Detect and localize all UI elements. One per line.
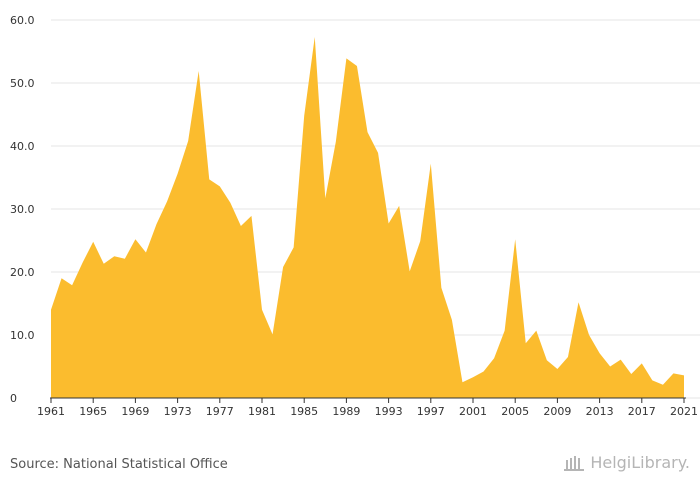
area-chart: 1961 1965 1969 1973 1977 1981 1985 1989 1993 1997… <box>10 14 700 418</box>
data-point[interactable] <box>577 300 581 304</box>
x-tick-label: 1961 <box>37 405 65 418</box>
x-tick-label: 1985 <box>290 405 318 418</box>
y-tick-label: 40.0 <box>10 140 35 153</box>
data-point[interactable] <box>91 240 95 244</box>
data-point[interactable] <box>334 140 338 144</box>
x-tick-label: 1977 <box>206 405 234 418</box>
x-tick-label: 1997 <box>417 405 445 418</box>
data-point[interactable] <box>661 383 665 387</box>
data-point[interactable] <box>281 265 285 269</box>
data-point[interactable] <box>460 380 464 384</box>
x-tick-label: 2009 <box>543 405 571 418</box>
data-point[interactable] <box>292 245 296 249</box>
data-point[interactable] <box>671 371 675 375</box>
data-point[interactable] <box>49 308 53 312</box>
x-tick-label: 1993 <box>375 405 403 418</box>
data-point[interactable] <box>629 372 633 376</box>
data-point[interactable] <box>450 318 454 322</box>
x-tick-label: 2021 <box>670 405 698 418</box>
data-point[interactable] <box>545 358 549 362</box>
data-point[interactable] <box>598 351 602 355</box>
data-point[interactable] <box>218 184 222 188</box>
footer: Source: National Statistical Office Helg… <box>0 449 700 483</box>
y-tick-label: 50.0 <box>10 77 35 90</box>
data-point[interactable] <box>682 373 686 377</box>
y-tick-label: 10.0 <box>10 329 35 342</box>
data-point[interactable] <box>197 69 201 73</box>
data-point[interactable] <box>228 201 232 205</box>
y-tick-label: 20.0 <box>10 266 35 279</box>
data-point[interactable] <box>534 329 538 333</box>
data-point[interactable] <box>439 286 443 290</box>
x-tick-label: 1973 <box>164 405 192 418</box>
x-axis: 1961 1965 1969 1973 1977 1981 1985 1989 1993 1997… <box>37 397 698 418</box>
data-point[interactable] <box>271 332 275 336</box>
data-point[interactable] <box>176 172 180 176</box>
data-point[interactable] <box>133 237 137 241</box>
data-point[interactable] <box>408 269 412 273</box>
data-point[interactable] <box>249 214 253 218</box>
data-point[interactable] <box>313 35 317 39</box>
data-point[interactable] <box>640 361 644 365</box>
data-point[interactable] <box>429 162 433 166</box>
area-fill <box>51 37 684 398</box>
data-point[interactable] <box>587 333 591 337</box>
y-tick-label: 60.0 <box>10 14 35 27</box>
data-point[interactable] <box>619 358 623 362</box>
data-point[interactable] <box>387 221 391 225</box>
x-tick-label: 1969 <box>121 405 149 418</box>
x-tick-label: 2005 <box>501 405 529 418</box>
data-point[interactable] <box>503 329 507 333</box>
data-point[interactable] <box>207 177 211 181</box>
data-point[interactable] <box>376 151 380 155</box>
data-point[interactable] <box>492 356 496 360</box>
y-axis: 0 10.0 20.0 30.0 40.0 50.0 60.0 <box>10 14 35 405</box>
data-point[interactable] <box>239 224 243 228</box>
data-point[interactable] <box>566 355 570 359</box>
data-point[interactable] <box>70 283 74 287</box>
data-point[interactable] <box>482 370 486 374</box>
x-tick-label: 2017 <box>628 405 656 418</box>
data-point[interactable] <box>323 196 327 200</box>
x-tick-label: 1965 <box>79 405 107 418</box>
data-point[interactable] <box>81 261 85 265</box>
data-point[interactable] <box>608 365 612 369</box>
data-point[interactable] <box>260 308 264 312</box>
data-point[interactable] <box>165 199 169 203</box>
data-point[interactable] <box>418 239 422 243</box>
data-point[interactable] <box>144 250 148 254</box>
data-point[interactable] <box>397 204 401 208</box>
area-series <box>49 35 686 398</box>
y-tick-label: 30.0 <box>10 203 35 216</box>
helgi-library-logo[interactable]: HelgiLibrary. <box>564 453 690 472</box>
data-point[interactable] <box>471 375 475 379</box>
data-point[interactable] <box>366 130 370 134</box>
data-point[interactable] <box>302 114 306 118</box>
data-point[interactable] <box>186 139 190 143</box>
library-building-icon <box>564 455 585 471</box>
data-point[interactable] <box>155 222 159 226</box>
data-point[interactable] <box>555 367 559 371</box>
x-tick-label: 2013 <box>586 405 614 418</box>
data-point[interactable] <box>102 262 106 266</box>
y-tick-label: 0 <box>10 392 17 405</box>
data-point[interactable] <box>524 341 528 345</box>
logo-text: HelgiLibrary. <box>590 453 690 472</box>
data-point[interactable] <box>112 254 116 258</box>
data-point[interactable] <box>650 378 654 382</box>
data-point[interactable] <box>513 237 517 241</box>
x-tick-label: 2001 <box>459 405 487 418</box>
data-point[interactable] <box>344 56 348 60</box>
data-point[interactable] <box>123 257 127 261</box>
x-tick-label: 1981 <box>248 405 276 418</box>
x-tick-label: 1989 <box>332 405 360 418</box>
data-point[interactable] <box>60 276 64 280</box>
data-point[interactable] <box>355 64 359 68</box>
source-note: Source: National Statistical Office <box>10 457 228 472</box>
